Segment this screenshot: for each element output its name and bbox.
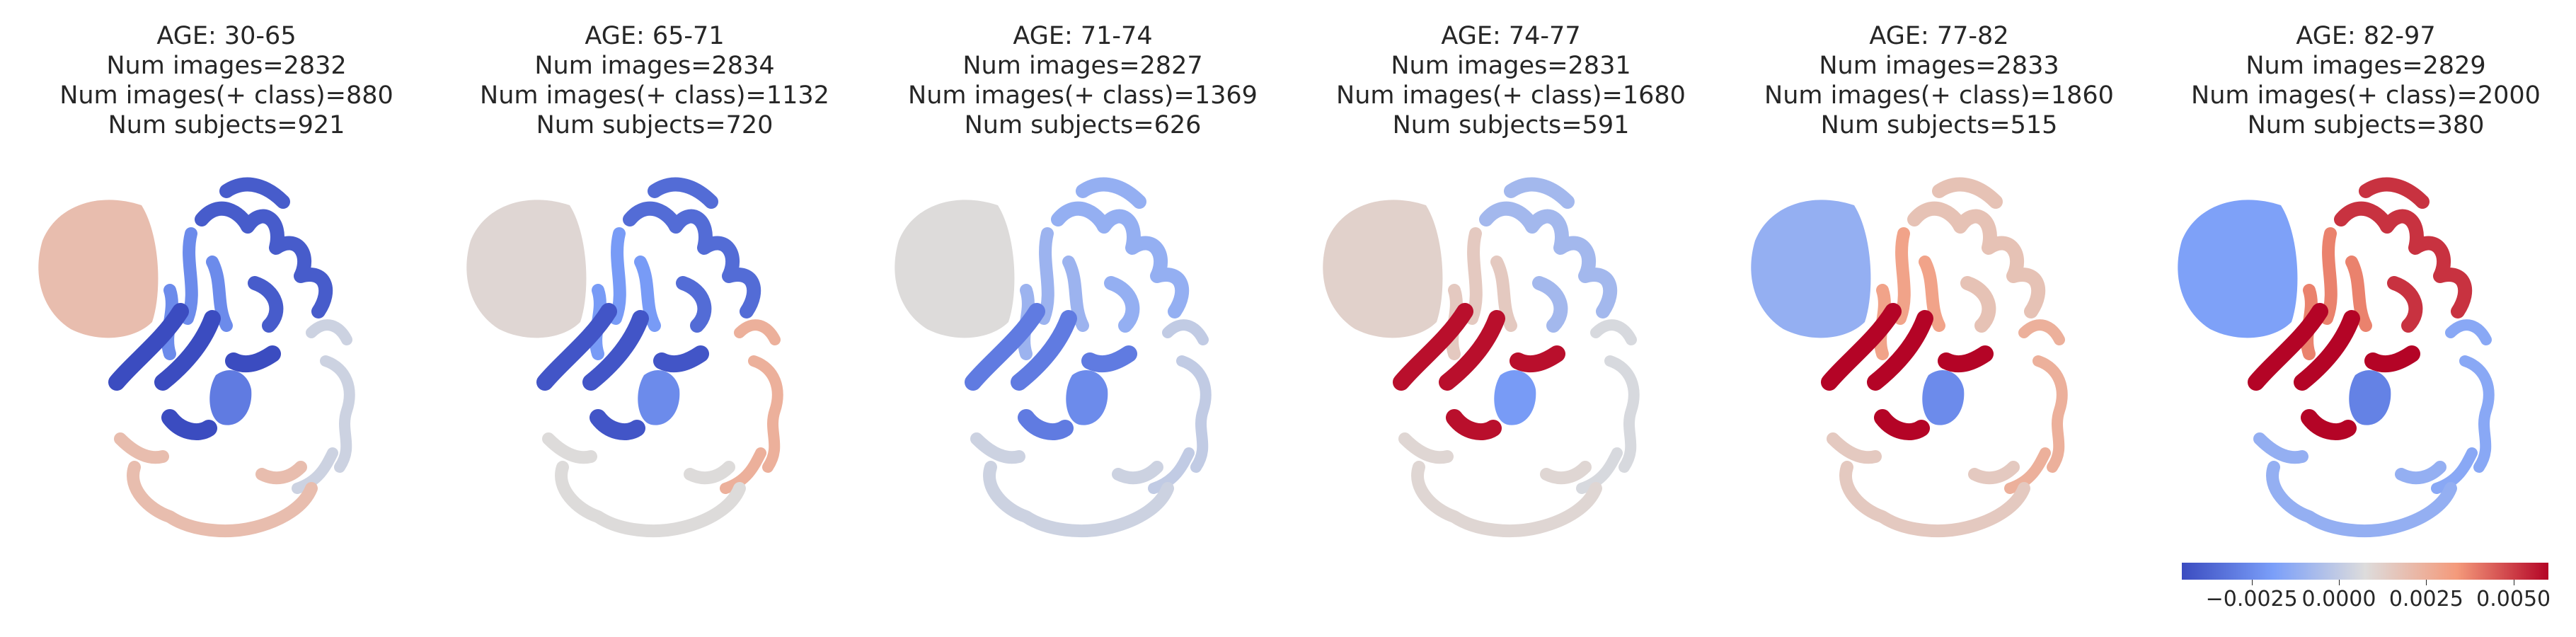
- panel-title-line: Num subjects=921: [108, 111, 345, 139]
- region-cerebellum: [1751, 200, 1871, 338]
- panel-5: AGE: 77-82 Num images=2833 Num images(+ cl…: [1741, 0, 2137, 637]
- brain-slice-map: [2178, 177, 2495, 537]
- region-lateral-cortex: [2431, 319, 2495, 494]
- colorbar-tick: [2426, 580, 2427, 585]
- region-frontal-cortex: [1479, 177, 1618, 333]
- brain-slice-map: [1323, 177, 1640, 537]
- panel-title-line: Num images=2834: [534, 52, 775, 80]
- panel-title-line: Num subjects=720: [536, 111, 774, 139]
- region-deep-nuclei: [965, 303, 1137, 440]
- colorbar-tick-label: −0.0025: [2205, 587, 2298, 612]
- panel-title-line: Num images=2833: [1819, 52, 2059, 80]
- colorbar-tick: [2251, 580, 2253, 585]
- panel-title-line: AGE: 74-77: [1441, 22, 1581, 50]
- region-occipital-cortex: [114, 432, 318, 537]
- panel-title-line: AGE: 71-74: [1013, 22, 1153, 50]
- region-cerebellum: [2178, 200, 2298, 338]
- panel-title: AGE: 30-65 Num images=2832 Num images(+ cl…: [28, 21, 425, 140]
- region-frontal-cortex: [623, 177, 761, 333]
- region-thalamus: [1922, 369, 1965, 425]
- panel-title-line: Num images=2832: [106, 52, 347, 80]
- panel-title: AGE: 82-97 Num images=2829 Num images(+ cl…: [2168, 21, 2564, 140]
- panel-title-line: Num subjects=380: [2247, 111, 2485, 139]
- panel-title-line: AGE: 30-65: [156, 22, 297, 50]
- colorbar-tick-label: 0.0050: [2476, 587, 2551, 612]
- panel-title-line: Num images(+ class)=1369: [908, 81, 1258, 110]
- region-lateral-cortex: [1576, 319, 1640, 494]
- panel-title: AGE: 77-82 Num images=2833 Num images(+ cl…: [1741, 21, 2137, 140]
- colorbar-tick-label: 0.0025: [2388, 587, 2463, 612]
- panel-title-line: Num images(+ class)=2000: [2191, 81, 2541, 110]
- region-lateral-cortex: [2004, 319, 2068, 494]
- panel-6: AGE: 82-97 Num images=2829 Num images(+ cl…: [2168, 0, 2564, 637]
- region-thalamus: [209, 369, 252, 425]
- region-thalamus: [1066, 369, 1108, 425]
- region-lateral-cortex: [1148, 319, 1212, 494]
- region-frontal-cortex: [1051, 177, 1190, 333]
- region-occipital-cortex: [1827, 432, 2030, 537]
- panel-title: AGE: 71-74 Num images=2827 Num images(+ cl…: [885, 21, 1281, 140]
- region-occipital-cortex: [542, 432, 746, 537]
- panel-title-line: Num images(+ class)=1680: [1336, 81, 1686, 110]
- panel-title-line: AGE: 77-82: [1869, 22, 2009, 50]
- region-thalamus: [1494, 369, 1536, 425]
- panel-title: AGE: 74-77 Num images=2831 Num images(+ cl…: [1313, 21, 1709, 140]
- panel-title: AGE: 65-71 Num images=2834 Num images(+ cl…: [456, 21, 853, 140]
- panel-title-line: Num subjects=591: [1392, 111, 1630, 139]
- region-cerebellum: [895, 200, 1015, 338]
- region-cerebellum: [38, 200, 159, 338]
- region-lateral-cortex: [720, 319, 783, 494]
- region-deep-nuclei: [1821, 303, 1994, 440]
- region-occipital-cortex: [2253, 432, 2457, 537]
- panel-title-line: Num images=2829: [2246, 52, 2486, 80]
- region-frontal-cortex: [2334, 177, 2473, 333]
- panel-title-line: Num subjects=626: [964, 111, 1202, 139]
- region-deep-nuclei: [1393, 303, 1565, 440]
- region-frontal-cortex: [195, 177, 333, 333]
- panel-title-line: Num images=2827: [962, 52, 1203, 80]
- panel-title-line: Num subjects=515: [1820, 111, 2058, 139]
- panel-title-line: AGE: 82-97: [2296, 22, 2436, 50]
- panel-title-line: AGE: 65-71: [585, 22, 725, 50]
- region-thalamus: [2349, 369, 2391, 425]
- panel-1: AGE: 30-65 Num images=2832 Num images(+ cl…: [28, 0, 425, 637]
- region-cerebellum: [466, 200, 587, 338]
- region-occipital-cortex: [1398, 432, 1602, 537]
- brain-slice-map: [466, 177, 783, 537]
- region-deep-nuclei: [536, 303, 709, 440]
- brain-slice-map: [895, 177, 1212, 537]
- region-deep-nuclei: [2248, 303, 2420, 440]
- panel-title-line: Num images(+ class)=1860: [1764, 81, 2114, 110]
- panel-4: AGE: 74-77 Num images=2831 Num images(+ cl…: [1313, 0, 1709, 637]
- brain-slice-map: [38, 177, 355, 537]
- region-occipital-cortex: [970, 432, 1174, 537]
- region-cerebellum: [1323, 200, 1443, 338]
- panel-title-line: Num images(+ class)=1132: [480, 81, 829, 110]
- colorbar-gradient: [2182, 563, 2548, 580]
- brain-slice-map: [1751, 177, 2068, 537]
- panel-3: AGE: 71-74 Num images=2827 Num images(+ cl…: [885, 0, 1281, 637]
- region-frontal-cortex: [1907, 177, 2046, 333]
- panel-2: AGE: 65-71 Num images=2834 Num images(+ cl…: [456, 0, 853, 637]
- colorbar-tick: [2339, 580, 2340, 585]
- region-thalamus: [638, 369, 680, 425]
- region-lateral-cortex: [292, 319, 355, 494]
- panel-title-line: Num images=2831: [1391, 52, 1631, 80]
- region-deep-nuclei: [108, 303, 281, 440]
- colorbar-tick-label: 0.0000: [2301, 587, 2376, 612]
- panel-title-line: Num images(+ class)=880: [59, 81, 393, 110]
- colorbar: −0.0025 0.0000 0.0025 0.0050: [2182, 563, 2551, 626]
